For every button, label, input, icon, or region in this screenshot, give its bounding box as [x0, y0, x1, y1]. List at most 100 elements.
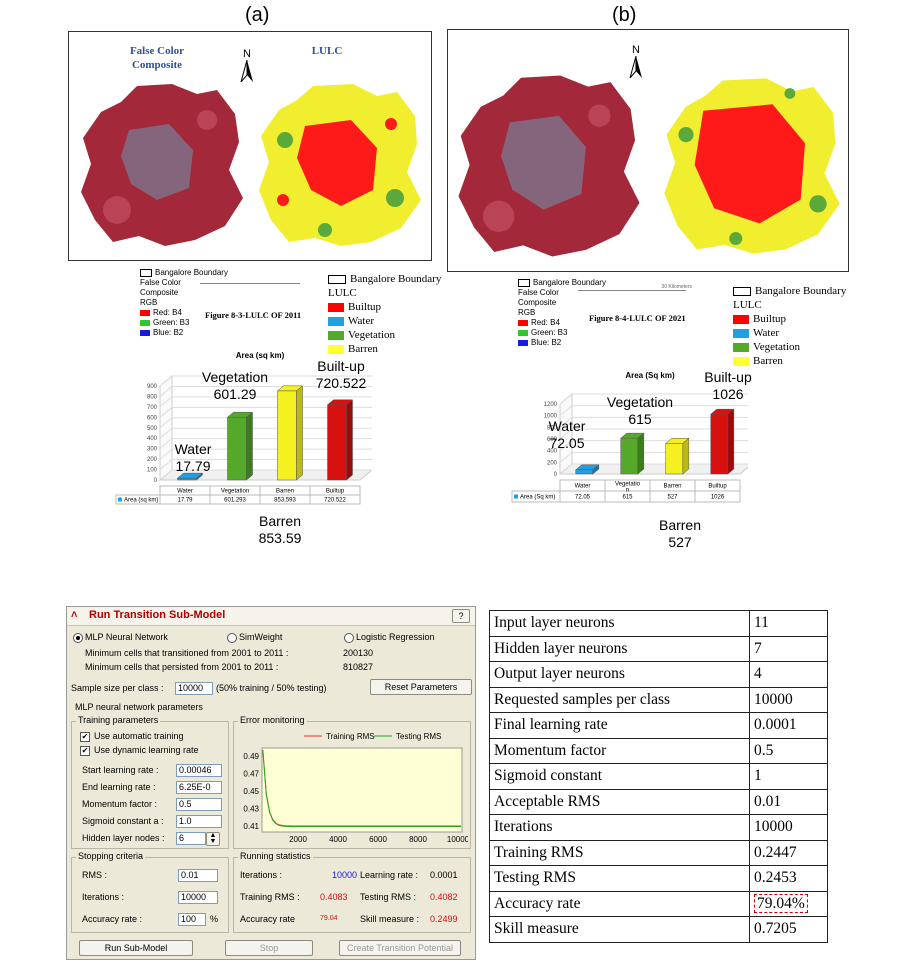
sample-size-input[interactable]: 10000 [175, 682, 213, 695]
gridline [559, 428, 573, 440]
legend-item: RGB [140, 298, 158, 307]
legend-item: Red: B4 [153, 308, 182, 317]
legend-item: Builtup [753, 313, 787, 325]
y-tick-label: 200 [147, 457, 158, 463]
table-row: Input layer neurons 11 [489, 610, 828, 637]
bar-side [246, 411, 253, 481]
run-lr-label: Learning rate : [360, 870, 419, 880]
y-tick-label: 0 [554, 472, 558, 478]
param-value: 10000 [754, 690, 793, 708]
param-value-cell: 10000 [749, 686, 828, 713]
bar-side [346, 399, 353, 481]
reset-parameters-button[interactable]: Reset Parameters [370, 679, 472, 695]
min-transitioned-label: Minimum cells that transitioned from 200… [85, 648, 289, 658]
blue-swatch [140, 329, 150, 336]
legend-item: Red: B4 [531, 318, 560, 327]
gridline [559, 451, 573, 463]
accuracy-input[interactable]: 100 [178, 913, 206, 926]
end-rate-label: End learning rate : [82, 782, 156, 792]
error-monitoring-chart: Training RMS Testing RMS 0.49 0.47 0.45 0.43 0… [243, 732, 468, 844]
stop-button[interactable]: Stop [225, 940, 313, 956]
callout-label: Water [174, 441, 212, 457]
x-tick-label: Builtup [326, 489, 345, 495]
create-transition-potential-button[interactable]: Create Transition Potential [339, 940, 461, 956]
legend-item: Builtup [348, 301, 382, 313]
param-value-cell: 10000 [749, 814, 828, 841]
end-rate-input[interactable]: 6.25E-0 [176, 781, 222, 794]
param-value: 11 [754, 614, 769, 631]
sigmoid-input[interactable]: 1.0 [176, 815, 222, 828]
iterations-input[interactable]: 10000 [178, 891, 218, 904]
param-value: 0.2447 [754, 843, 797, 861]
radio-logistic[interactable] [344, 633, 354, 643]
auto-training-checkbox[interactable]: ✔ [80, 732, 90, 742]
param-value: 0.5 [754, 741, 774, 759]
legend-item: Vegetation [348, 329, 396, 341]
legend-item: Green: B3 [153, 318, 190, 327]
param-name: Momentum factor [489, 737, 750, 764]
start-rate-input[interactable]: 0.00046 [176, 764, 222, 777]
x-tick-label: 6000 [369, 835, 387, 844]
vegetation-swatch [328, 330, 344, 340]
run-transition-submodel-dialog: ˄ Run Transition Sub-Model ? MLP Neural … [66, 606, 476, 960]
callout-value: 527 [668, 534, 692, 550]
hidden-nodes-stepper[interactable]: 6 [176, 832, 206, 845]
run-skill-label: Skill measure : [360, 914, 420, 924]
param-value-cell: 1 [749, 763, 828, 790]
param-value-cell: 0.01 [749, 788, 828, 815]
stepper-arrows-icon[interactable]: ▲ ▼ [206, 832, 220, 846]
fcc-map-2021 [458, 75, 640, 257]
collapse-icon[interactable]: ˄ [71, 609, 78, 621]
run-iterations-label: Iterations : [240, 870, 283, 880]
water-swatch [733, 328, 749, 338]
y-tick-label: 1000 [544, 414, 558, 420]
stopping-criteria-title: Stopping criteria [76, 851, 146, 861]
gridline [159, 406, 173, 418]
gridline [559, 416, 573, 428]
table-row: Iterations 10000 [489, 814, 828, 841]
data-label: 17.79 [177, 498, 193, 504]
y-tick-label: 0.43 [243, 805, 259, 814]
y-tick-label: 200 [547, 460, 558, 466]
help-button[interactable]: ? [452, 609, 470, 623]
legend-item: Bangalore Boundary [350, 273, 442, 285]
radio-simweight[interactable] [227, 633, 237, 643]
figure-caption-2021: Figure 8-4-LULC OF 2021 [589, 313, 686, 323]
momentum-input[interactable]: 0.5 [176, 798, 222, 811]
rms-input[interactable]: 0.01 [178, 869, 218, 882]
bar [177, 477, 197, 481]
data-label: 853.593 [274, 498, 296, 504]
bar-side [196, 472, 203, 481]
radio-mlp[interactable] [73, 633, 83, 643]
table-row: Sigmoid constant 1 [489, 763, 828, 790]
y-tick-label: 600 [547, 437, 558, 443]
bar [327, 404, 347, 481]
bar [620, 437, 639, 475]
dynamic-rate-checkbox[interactable]: ✔ [80, 746, 90, 756]
lulc-map-2021 [664, 78, 840, 254]
x-tick-label: Vegetation [221, 489, 249, 495]
callout-value: 601.29 [213, 386, 257, 402]
param-value: 0.7205 [754, 920, 797, 937]
callout-value: 1026 [712, 386, 744, 402]
param-name: Input layer neurons [489, 610, 750, 637]
scale-bar-2021: 30 Kilometers [578, 284, 692, 291]
run-submodel-button[interactable]: Run Sub-Model [79, 940, 193, 956]
bar-side [296, 385, 303, 481]
legend-testing: Testing RMS [396, 732, 441, 741]
chart-title: Area (sq km) [236, 351, 285, 360]
param-name: Testing RMS [489, 865, 750, 892]
legend-subtitle: LULC [733, 299, 762, 311]
param-value-cell: 11 [749, 610, 828, 637]
callout-value: 615 [628, 411, 652, 427]
callout-barren-2021: Barren 527 [645, 517, 715, 551]
sample-split-label: (50% training / 50% testing) [216, 683, 327, 693]
legend-item: Blue: B2 [531, 338, 562, 347]
callout-label: Vegetation [201, 369, 269, 385]
boundary-swatch [733, 286, 751, 296]
legend-lulc-2021: Bangalore Boundary LULC Builtup Water Ve… [733, 284, 846, 368]
gridline [159, 417, 173, 429]
gridline [559, 405, 573, 417]
iterations-label: Iterations : [82, 892, 125, 902]
param-name: Sigmoid constant [489, 763, 750, 790]
